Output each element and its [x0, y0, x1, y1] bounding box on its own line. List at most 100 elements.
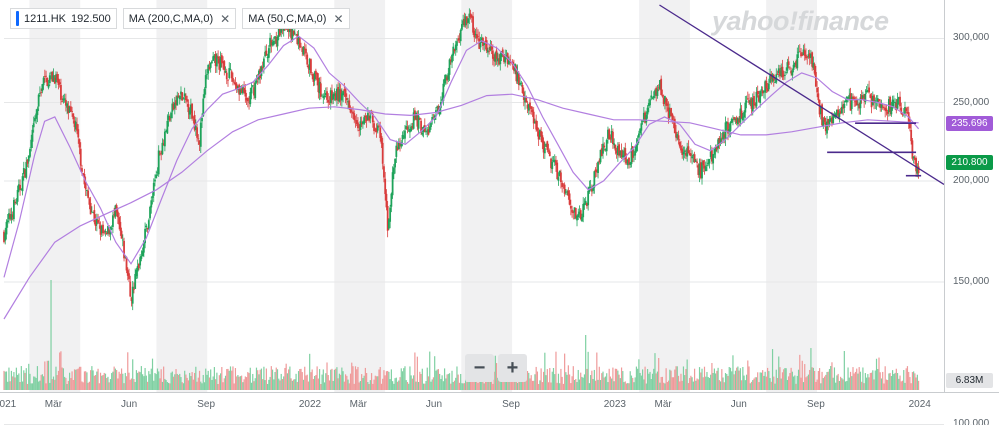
volume-bar: [677, 375, 680, 390]
volume-bar: [715, 373, 717, 390]
volume-bar: [193, 372, 196, 390]
volume-bar: [175, 369, 177, 390]
candle-body: [142, 240, 145, 253]
candle-body: [748, 100, 750, 103]
x-tick-label: Mär: [349, 399, 367, 410]
candle-body: [625, 159, 628, 164]
candle-body: [526, 104, 529, 109]
legend-ma50[interactable]: MA (50,C,MA,0) ✕: [242, 8, 350, 29]
ma200-line: [3, 93, 919, 320]
volume-bar: [96, 371, 98, 390]
candle-body: [791, 70, 794, 76]
candle-body: [14, 201, 17, 203]
candle-body: [181, 92, 184, 101]
volume-bar: [138, 371, 140, 390]
volume-bar: [323, 382, 326, 390]
volume-bar: [628, 383, 630, 390]
candle-body: [754, 104, 757, 105]
volume-bar: [743, 375, 745, 390]
trendline: [659, 4, 945, 186]
volume-bar: [722, 377, 724, 390]
volume-bar: [211, 379, 213, 390]
volume-bar: [236, 376, 238, 390]
candle-body: [904, 106, 906, 114]
candle-body: [600, 148, 603, 156]
candle-body: [338, 89, 341, 102]
legend-ma200[interactable]: MA (200,C,MA,0) ✕: [122, 8, 237, 29]
volume-bar: [243, 379, 245, 390]
candle-body: [478, 38, 481, 49]
volume-bar: [306, 374, 308, 390]
candle-body: [829, 118, 832, 122]
candle-body: [743, 111, 745, 118]
candle-body: [36, 108, 39, 116]
candle-body: [215, 55, 218, 67]
candle-body: [878, 99, 880, 102]
candle-body: [816, 87, 819, 93]
volume-bar: [618, 374, 620, 390]
volume-bar: [112, 371, 114, 390]
candle-body: [801, 53, 804, 56]
candle-body: [490, 46, 493, 50]
candle-body: [651, 97, 654, 99]
volume-bar: [642, 369, 644, 390]
candle-body: [212, 56, 215, 61]
volume-bar: [357, 366, 359, 390]
zoom-out-button[interactable]: −: [465, 354, 494, 382]
candle-body: [884, 107, 887, 111]
candle-body: [9, 214, 12, 219]
volume-bar: [861, 381, 863, 390]
volume-bar: [12, 376, 14, 390]
volume-bar: [786, 379, 789, 390]
volume-bar: [31, 383, 34, 390]
volume-bar: [312, 378, 315, 390]
volume-bar: [124, 372, 126, 390]
candle-body: [399, 142, 401, 146]
candle-body: [713, 149, 716, 155]
volume-bar: [328, 380, 331, 390]
candle-body: [779, 70, 781, 77]
candle-body: [656, 89, 659, 96]
volume-bar: [608, 368, 610, 390]
candle-body: [609, 137, 612, 140]
candle-body: [709, 151, 712, 157]
candle-body: [906, 111, 909, 113]
candle-body: [411, 126, 414, 129]
zoom-controls: − +: [465, 354, 527, 382]
candle-body: [707, 162, 710, 165]
volume-bar: [295, 373, 297, 390]
volume-bar: [268, 379, 270, 390]
candle-body: [876, 98, 879, 103]
volume-bar: [420, 373, 422, 390]
candle-body: [94, 220, 97, 226]
candle-body: [444, 74, 447, 80]
candle-body: [708, 159, 711, 164]
candle-body: [586, 202, 588, 206]
volume-bar: [906, 366, 909, 390]
trend-drawings[interactable]: [659, 4, 945, 186]
candle-body: [767, 83, 770, 90]
volume-bar: [52, 376, 55, 390]
zoom-in-button[interactable]: +: [498, 354, 527, 382]
volume-bar: [457, 374, 459, 390]
candle-body: [885, 108, 888, 112]
close-icon[interactable]: ✕: [333, 11, 344, 26]
candle-body: [524, 97, 526, 103]
candle-body: [317, 77, 320, 93]
volume-bar: [910, 383, 912, 390]
candle-body: [788, 67, 791, 69]
close-icon[interactable]: ✕: [220, 11, 231, 26]
volume-bar: [857, 373, 859, 390]
candle-body: [531, 109, 534, 113]
volume-bar: [279, 380, 281, 390]
candle-body: [641, 120, 644, 122]
volume-bar: [137, 372, 139, 390]
volume-bar: [681, 380, 683, 390]
candle-body: [560, 172, 562, 183]
volume-bar: [219, 373, 222, 390]
volume-bar: [723, 382, 725, 390]
volume-bar: [61, 367, 63, 390]
legend-ticker[interactable]: 1211.HK 192.500: [10, 8, 117, 29]
candle-body: [245, 98, 248, 101]
